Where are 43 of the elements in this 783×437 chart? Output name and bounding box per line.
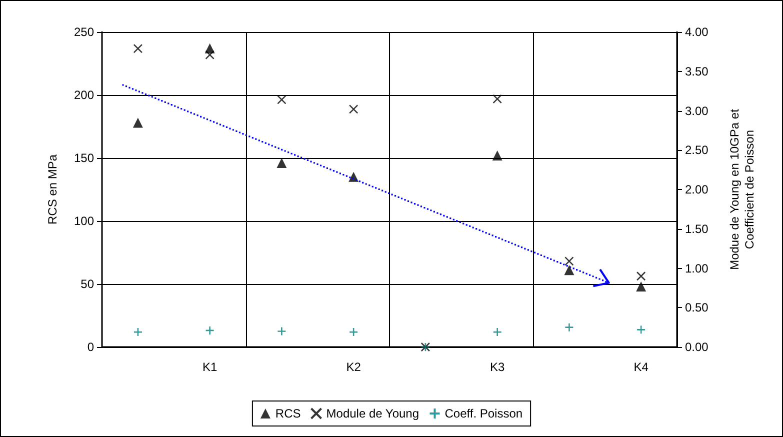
point [132, 118, 143, 128]
x-tick-label: K2 [346, 360, 362, 374]
y2-tick-label: 2.50 [685, 143, 709, 158]
y2-tick-label: 0.00 [685, 340, 709, 354]
y-tick-label: 150 [74, 151, 94, 165]
point [133, 327, 143, 337]
legend-label: Coeff. Poisson [444, 406, 523, 420]
point [348, 327, 358, 337]
y-tick-label: 100 [74, 214, 94, 228]
point [277, 95, 286, 104]
legend-label: Module de Young [326, 406, 420, 420]
point [348, 104, 358, 114]
x-tick-label: K4 [634, 360, 649, 374]
legend-label: RCS [275, 406, 301, 420]
point [636, 325, 646, 334]
point [205, 326, 214, 336]
point [636, 271, 646, 281]
y-tick-label: 250 [74, 25, 94, 39]
x-tick-label: K1 [202, 360, 218, 374]
point [492, 94, 502, 104]
point [564, 322, 574, 332]
y2-tick-label: 3.50 [685, 64, 709, 78]
y-tick-label: 0 [87, 340, 94, 354]
y-tick-label: 50 [80, 277, 94, 291]
point [133, 44, 143, 54]
point [277, 326, 286, 336]
y-tick-label: 200 [74, 88, 94, 102]
point [636, 282, 646, 292]
point [492, 327, 502, 337]
point [205, 50, 214, 60]
y2-tick-label: 2.00 [685, 182, 709, 196]
y-axis-title: RCS en MPa [46, 154, 60, 225]
y2-tick-label: 4.00 [685, 25, 709, 39]
y2-axis-title: Modue de Young en 10GPa et Coefficient de Poisson [728, 108, 756, 270]
point [492, 150, 502, 160]
y2-tick-label: 1.00 [685, 261, 709, 276]
x-tick-label: K3 [490, 360, 505, 374]
y2-tick-label: 0.50 [685, 300, 709, 315]
y2-tick-label: 3.00 [685, 104, 709, 118]
point [276, 158, 287, 168]
point [564, 256, 574, 266]
point [564, 265, 574, 276]
y2-tick-label: 1.50 [685, 222, 709, 236]
